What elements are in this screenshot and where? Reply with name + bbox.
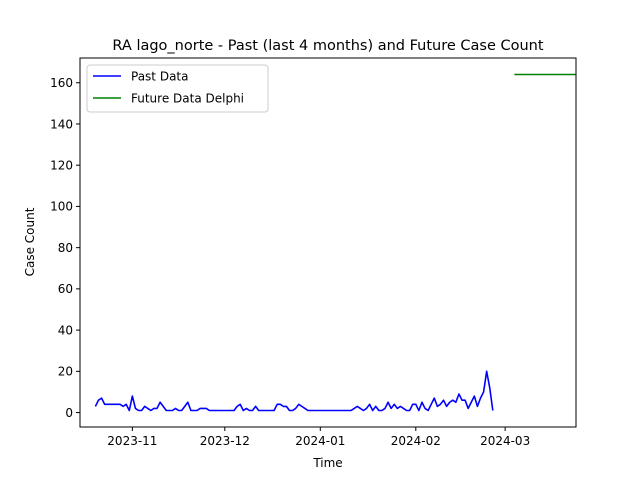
x-tick-label: 2023-11 <box>107 434 157 448</box>
x-tick-label: 2023-12 <box>200 434 250 448</box>
x-tick-label: 2024-03 <box>480 434 530 448</box>
y-tick-label: 60 <box>58 282 73 296</box>
legend-label-future-data-delphi: Future Data Delphi <box>131 92 244 106</box>
x-tick-label: 2024-02 <box>391 434 441 448</box>
x-axis-label: Time <box>312 456 342 470</box>
legend-box <box>86 64 269 113</box>
legend: Past Data Future Data Delphi <box>86 64 269 113</box>
y-tick-label: 80 <box>58 241 73 255</box>
y-tick-label: 40 <box>58 323 73 337</box>
plot-area-frame <box>79 57 577 428</box>
y-axis-label: Case Count <box>23 207 37 276</box>
x-tick-label: 2024-01 <box>295 434 345 448</box>
y-tick-label: 20 <box>58 365 73 379</box>
y-tick-label: 160 <box>50 76 73 90</box>
legend-label-past-data: Past Data <box>131 70 188 84</box>
y-tick-label: 120 <box>50 158 73 172</box>
chart-title: RA lago_norte - Past (last 4 months) and… <box>112 38 543 54</box>
y-tick-label: 100 <box>50 200 73 214</box>
series-line-past-data <box>94 370 494 412</box>
y-tick-label: 0 <box>65 406 73 420</box>
y-tick-label: 140 <box>50 117 73 131</box>
